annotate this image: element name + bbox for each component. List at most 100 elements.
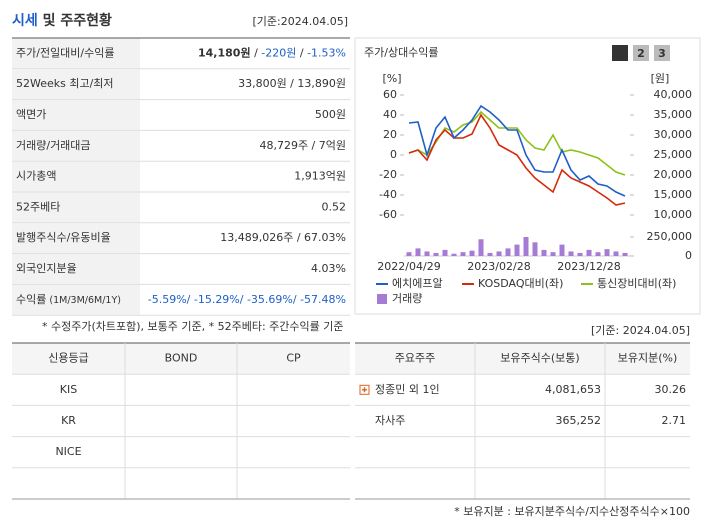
value-part: / — [251, 46, 262, 59]
x-tick-label: 2023/12/28 — [557, 260, 620, 273]
value-part: 1,913억원 — [294, 170, 346, 183]
volume-bar — [469, 250, 475, 256]
y2-tick-label: 30,000 — [654, 128, 693, 141]
volume-tick-label: 0 — [685, 249, 692, 262]
value-part: -5.59%/ -15.29%/ -35.69%/ -57.48% — [148, 293, 346, 306]
row-value: 0.52 — [322, 200, 347, 213]
volume-bar — [505, 248, 511, 256]
label-cell — [12, 161, 140, 192]
label-part: 52Weeks 최고/최저 — [16, 77, 114, 90]
chart-box — [354, 37, 701, 315]
volume-bar — [577, 252, 583, 256]
row-value: 33,800원 / 13,890원 — [238, 77, 346, 90]
volume-bar — [487, 252, 493, 256]
table-header: 보유주식수(보통) — [500, 352, 579, 365]
legend-swatch — [377, 294, 387, 304]
section-title: 시세 및 주주현황 — [12, 12, 112, 29]
series-line — [408, 110, 626, 176]
table-header: 주요주주 — [395, 352, 435, 365]
volume-bar — [550, 252, 556, 256]
period-button[interactable] — [654, 45, 670, 61]
footnote: * 보유지분 : 보유지분주식수/지수산정주식수×100 — [454, 505, 690, 518]
table-header: BOND — [165, 352, 198, 365]
label-cell — [12, 284, 140, 315]
value-part: 48,729주 / 7억원 — [259, 139, 346, 152]
label-part: 수익률 — [16, 293, 46, 306]
label-part: 시가총액 — [16, 170, 56, 183]
y-tick-label: -20 — [379, 168, 397, 181]
footnote: * 수정주가(차트포함), 보통주 기준, * 52주베타: 주간수익률 기준 — [42, 320, 344, 333]
volume-bar — [604, 249, 610, 256]
table-cell: 30.26 — [655, 383, 687, 396]
value-part: 14,180원 — [198, 45, 251, 59]
volume-bar — [541, 249, 547, 256]
title-rest: 및 주주현황 — [38, 12, 112, 29]
label-part: 52주베타 — [16, 200, 60, 213]
value-part: -1.53% — [307, 46, 346, 59]
volume-bar — [496, 251, 502, 256]
title-main: 시세 — [12, 13, 38, 29]
y-unit: [%] — [382, 72, 401, 85]
volume-bar — [514, 244, 520, 256]
value-part: 13,489,026주 / 67.03% — [220, 231, 346, 244]
row-value: 14,180원 / -220원 / -1.53% — [198, 45, 346, 59]
label-cell — [12, 130, 140, 161]
table-cell: 2.71 — [662, 414, 687, 427]
value-part: / — [296, 46, 307, 59]
volume-bar — [406, 252, 412, 256]
volume-bar — [433, 252, 439, 256]
volume-bar — [613, 251, 619, 256]
label-part: (1M/3M/6M/1Y) — [46, 294, 121, 305]
legend-label: KOSDAQ대비(좌) — [478, 277, 563, 290]
volume-bar — [559, 244, 565, 256]
volume-tick-label: 250,000 — [647, 230, 693, 243]
label-part: 거래량/거래대금 — [16, 139, 91, 152]
legend-label: 에치에프알 — [392, 276, 443, 290]
label-part: 액면가 — [16, 108, 46, 121]
series-line — [408, 113, 626, 206]
period-button-label: 2 — [637, 47, 645, 60]
y-tick-label: 60 — [383, 88, 397, 101]
volume-bar — [622, 252, 628, 256]
volume-bar — [523, 237, 529, 256]
x-tick-label: 2023/02/28 — [467, 260, 530, 273]
table-header: 보유지분(%) — [618, 352, 678, 365]
label-part: 발행주식수/유동비율 — [16, 231, 111, 244]
period-button[interactable] — [633, 45, 649, 61]
volume-bar — [415, 248, 421, 256]
row-value: 13,489,026주 / 67.03% — [220, 231, 346, 244]
row-label: 발행주식수/유동비율 — [16, 231, 111, 244]
y-tick-label: 0 — [390, 148, 397, 161]
label-part: 외국인지분율 — [16, 262, 77, 275]
row-label: 주가/전일대비/수익률 — [16, 45, 115, 59]
row-value: 48,729주 / 7억원 — [259, 139, 346, 152]
table-cell: 4,081,653 — [545, 383, 601, 396]
volume-bar — [532, 242, 538, 256]
volume-bar — [586, 249, 592, 256]
volume-bar — [595, 252, 601, 256]
table-cell: KIS — [60, 383, 77, 396]
row-label: 외국인지분율 — [16, 262, 77, 275]
period-button[interactable] — [612, 45, 628, 61]
table-header: CP — [286, 352, 301, 365]
y2-tick-label: 10,000 — [654, 208, 693, 221]
label-cell — [12, 100, 140, 130]
volume-bar — [478, 239, 484, 256]
table-header-bg — [355, 343, 690, 375]
value-part: 4.03% — [311, 262, 346, 275]
label-part: 주가/전일대비/수익률 — [16, 45, 115, 59]
row-value: 500원 — [315, 108, 346, 121]
row-value: 1,913억원 — [294, 170, 346, 183]
row-label: 수익률 (1M/3M/6M/1Y) — [16, 293, 121, 306]
row-label: 52Weeks 최고/최저 — [16, 77, 114, 90]
base-date: [기준:2024.04.05] — [252, 15, 348, 28]
value-part: 33,800원 / 13,890원 — [238, 77, 346, 90]
label-cell — [12, 223, 140, 254]
y2-unit: [원] — [651, 72, 670, 85]
x-tick-label: 2022/04/29 — [377, 260, 440, 273]
table-cell: 정종민 외 1인 — [375, 383, 440, 396]
row-label: 거래량/거래대금 — [16, 139, 91, 152]
period-button-label: 1 — [616, 47, 624, 60]
y2-tick-label: 15,000 — [654, 188, 693, 201]
